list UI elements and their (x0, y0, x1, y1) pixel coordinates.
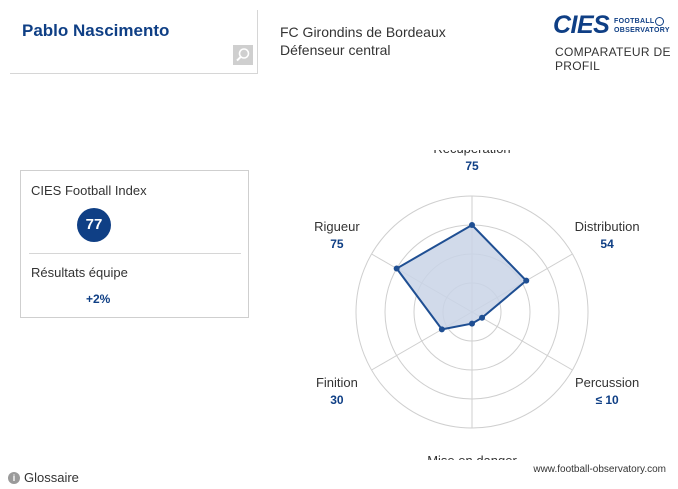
radar-axis-label: Mise en danger (427, 453, 517, 460)
radar-labels: Récupération 75 Distribution 54 Percussion ≤ … (314, 150, 639, 460)
radar-point (438, 326, 445, 333)
radar-axis-label: Percussion (575, 375, 639, 390)
results-label: Résultats équipe (31, 265, 128, 280)
info-icon: i (8, 471, 20, 484)
index-card: CIES Football Index 77 Résultats équipe … (20, 170, 249, 318)
radar-point (469, 222, 475, 228)
radar-axis-label: Finition (316, 375, 358, 390)
index-badge: 77 (77, 208, 111, 242)
cies-logo[interactable]: CIES FOOTBALL OBSERVATORY (553, 10, 670, 40)
club-name: FC Girondins de Bordeaux (280, 24, 446, 40)
radar-points (393, 222, 530, 333)
football-icon (655, 17, 664, 26)
results-value: +2% (86, 292, 111, 306)
card-divider (29, 253, 241, 254)
radar-axis-value: 54 (600, 237, 614, 251)
radar-profile-shape (395, 223, 528, 331)
logo-line2: OBSERVATORY (614, 27, 670, 34)
search-button[interactable] (233, 45, 253, 65)
logo-text: CIES (553, 11, 610, 39)
radar-spoke (471, 311, 573, 371)
radar-point (523, 277, 530, 284)
radar-axis-value: 75 (330, 237, 344, 251)
radar-axis-value: ≤ 10 (595, 393, 619, 407)
player-header: Pablo Nascimento (10, 10, 258, 74)
website-link[interactable]: www.football-observatory.com (533, 464, 666, 475)
glossary-label: Glossaire (24, 470, 79, 486)
search-icon (236, 48, 250, 62)
glossary-link[interactable]: i Glossaire (8, 469, 79, 487)
radar-axis-label: Récupération (433, 150, 510, 156)
player-name: Pablo Nascimento (22, 21, 170, 40)
logo-line1: FOOTBALL (614, 18, 655, 25)
radar-axis-label: Distribution (575, 219, 640, 234)
comparator-title: COMPARATEUR DE PROFIL (555, 45, 671, 73)
profile-radar: Récupération 75 Distribution 54 Percussion ≤ … (314, 150, 639, 460)
radar-point (393, 265, 400, 272)
radar-axis-value: 30 (330, 393, 344, 407)
radar-axis-value: 75 (465, 159, 479, 173)
index-label: CIES Football Index (31, 183, 147, 198)
radar-point (479, 314, 486, 321)
player-position: Défenseur central (280, 42, 391, 58)
radar-point (469, 320, 475, 327)
radar-axis-label: Rigueur (314, 219, 360, 234)
